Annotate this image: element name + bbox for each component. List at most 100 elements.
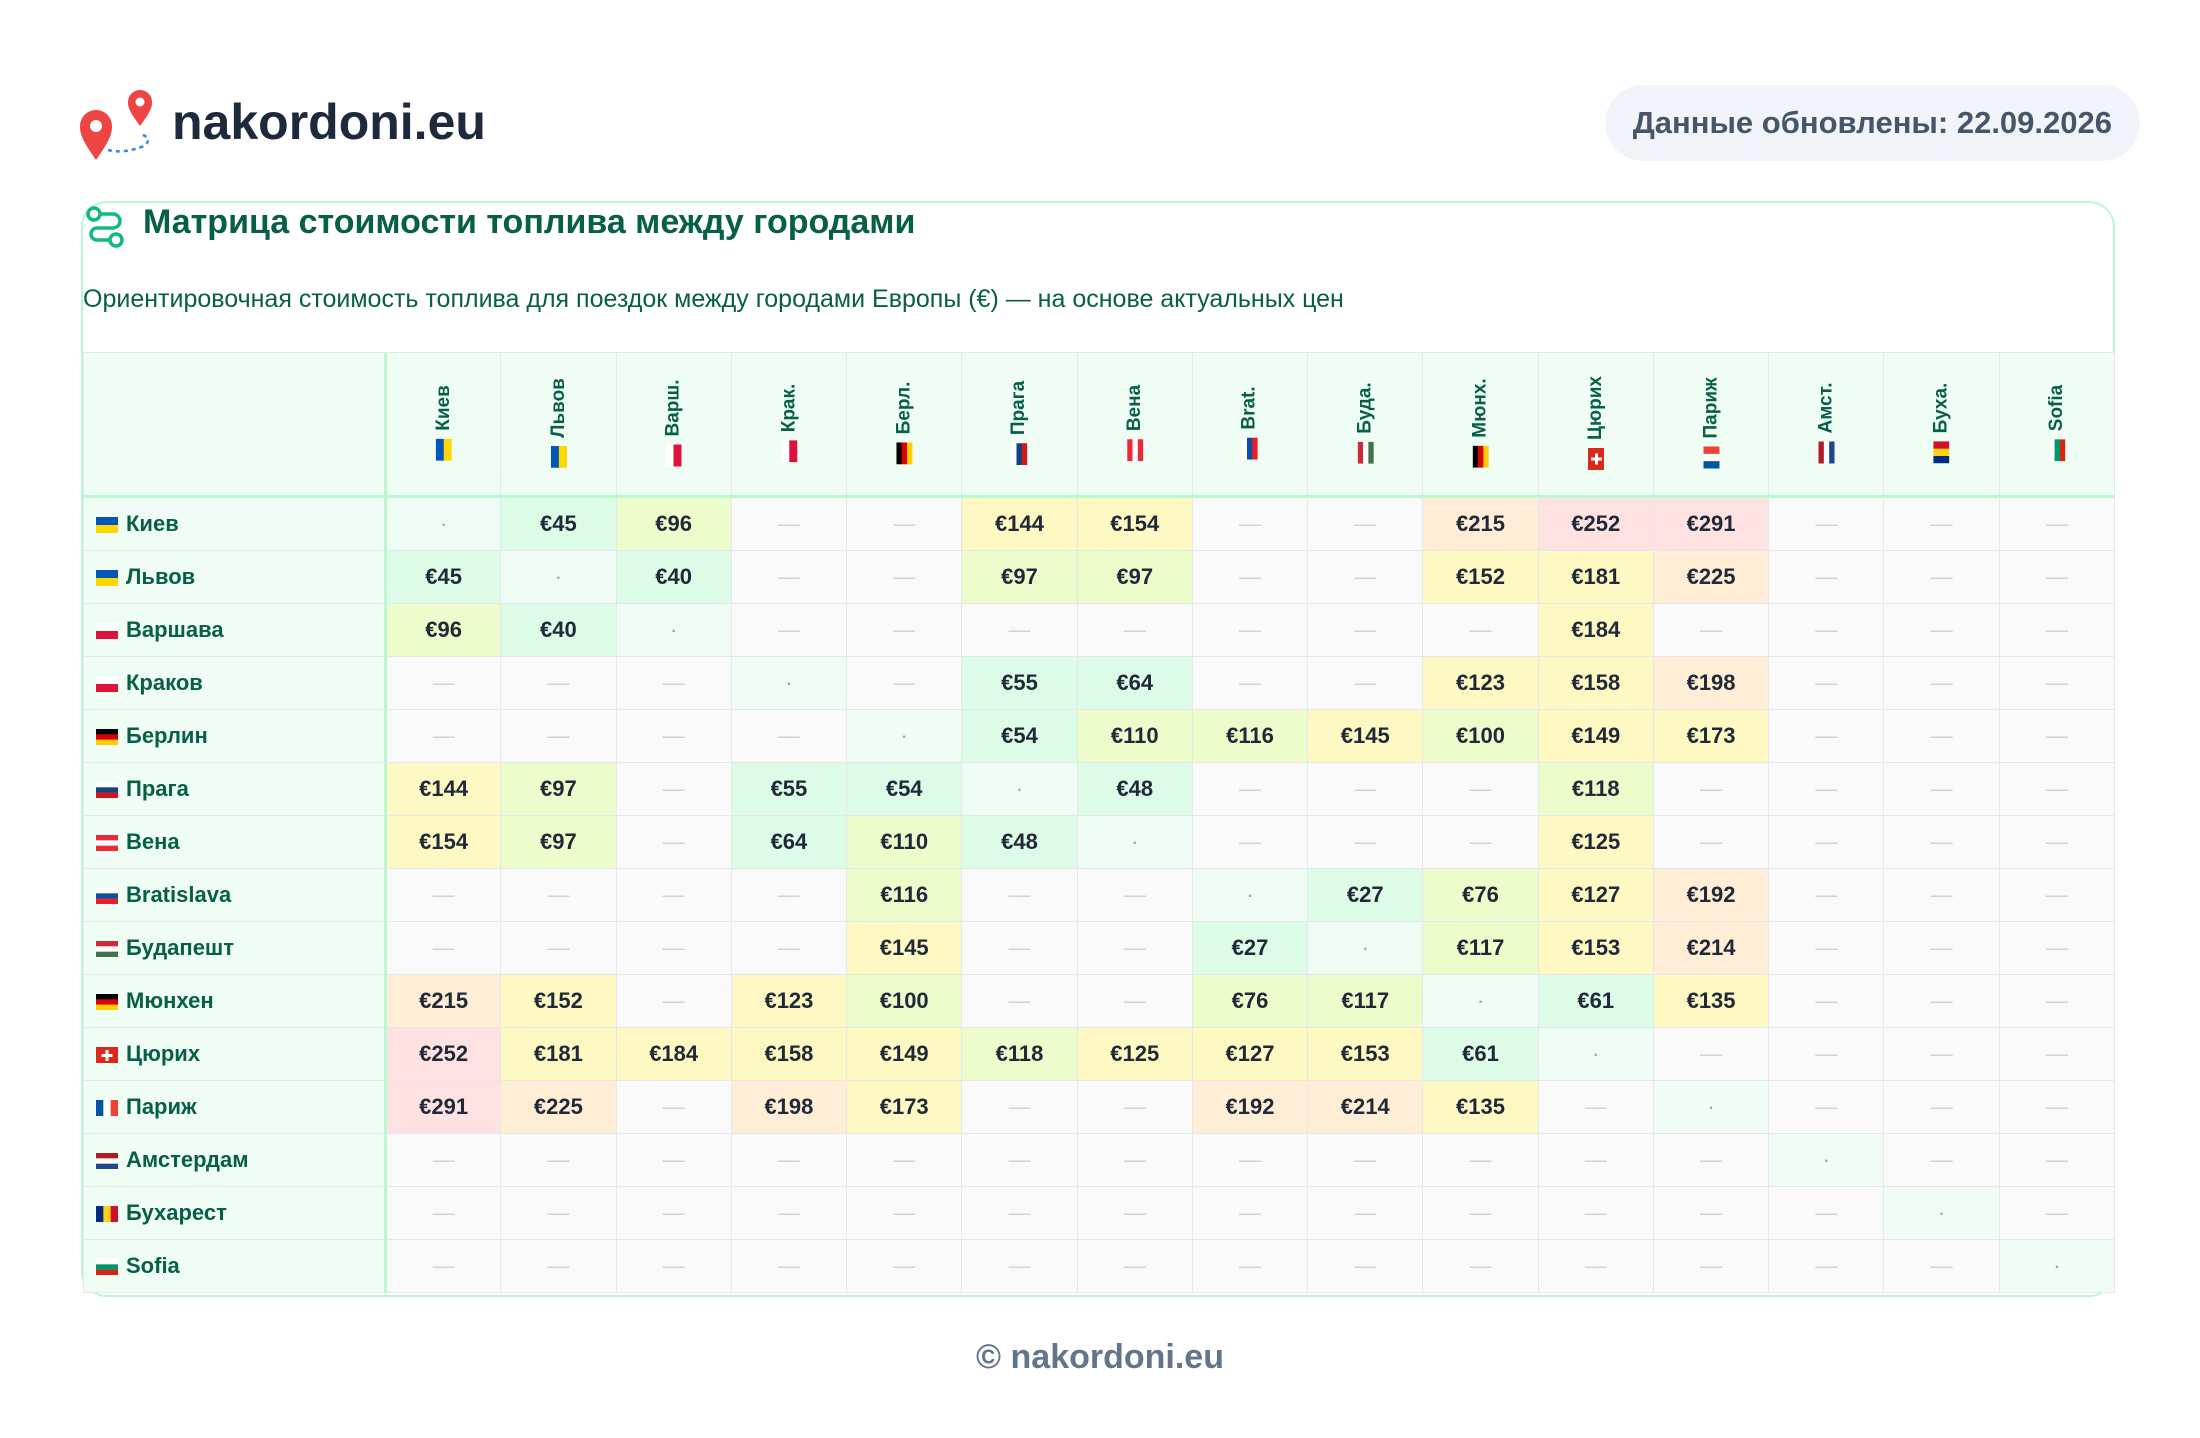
matrix-cell: €97 bbox=[1076, 550, 1193, 604]
matrix-cell: €135 bbox=[1652, 974, 1770, 1028]
matrix-cell: — bbox=[1883, 709, 2000, 763]
matrix-cell: — bbox=[1768, 974, 1885, 1028]
row-label: Будапешт bbox=[126, 935, 235, 960]
matrix-row: Sofia — — — — — — — — — — — — — — · bbox=[83, 1239, 2116, 1293]
matrix-cell: · bbox=[846, 709, 963, 763]
matrix-cell: — bbox=[615, 656, 732, 710]
matrix-cell: — bbox=[1537, 1133, 1654, 1187]
matrix-cell: · bbox=[1998, 1239, 2116, 1293]
matrix-cell: — bbox=[1768, 1080, 1885, 1134]
matrix-cell: €127 bbox=[1537, 868, 1654, 922]
matrix-cell: — bbox=[384, 868, 502, 922]
matrix-cell: — bbox=[730, 868, 848, 922]
column-header-rotated: Sofia bbox=[2046, 385, 2068, 462]
column-header-rotated: Прага bbox=[1008, 381, 1030, 466]
route-icon bbox=[86, 206, 124, 248]
row-header: Краков bbox=[83, 656, 387, 710]
row-header: Киев bbox=[83, 496, 387, 551]
matrix-cell: — bbox=[1883, 762, 2000, 816]
matrix-body: Киев · €45 €96— — €144 €154— — €215 €252 €291— — — Ль… bbox=[83, 496, 2116, 1293]
matrix-cell: — bbox=[1998, 496, 2116, 551]
matrix-cell: €27 bbox=[1191, 921, 1309, 975]
matrix-cell: €144 bbox=[384, 762, 502, 816]
matrix-row: Прага €144 €97— €55 €54 · €48— — — €118— — — — bbox=[83, 762, 2116, 816]
matrix-cell: — bbox=[961, 1186, 1078, 1240]
flag-icon bbox=[96, 729, 118, 746]
flag-icon bbox=[96, 517, 118, 534]
column-header-rotated: Амст. bbox=[1815, 382, 1837, 464]
matrix-cell: — bbox=[1422, 1186, 1539, 1240]
column-header: Киев bbox=[384, 352, 502, 498]
matrix-cell: €45 bbox=[384, 550, 502, 604]
column-header: Париж bbox=[1652, 352, 1770, 498]
card-title: Матрица стоимости топлива между городами bbox=[143, 203, 916, 241]
row-label: Краков bbox=[126, 670, 203, 695]
flag-icon bbox=[1472, 445, 1489, 468]
matrix-cell: — bbox=[1307, 603, 1424, 657]
matrix-cell: — bbox=[1883, 921, 2000, 975]
matrix-cell: — bbox=[846, 603, 963, 657]
column-header: Brat. bbox=[1191, 352, 1309, 498]
logo[interactable]: nakordoni.eu bbox=[78, 82, 486, 162]
matrix-cell: — bbox=[615, 974, 732, 1028]
matrix-cell: €152 bbox=[1422, 550, 1539, 604]
matrix-cell: €123 bbox=[1422, 656, 1539, 710]
column-header: Вена bbox=[1076, 352, 1193, 498]
flag-icon bbox=[96, 1100, 118, 1117]
row-label: Мюнхен bbox=[126, 988, 214, 1013]
matrix-cell: — bbox=[1998, 974, 2116, 1028]
row-header: Sofia bbox=[83, 1239, 387, 1293]
matrix-row: Bratislava — — — — €116— — · €27 €76 €127 €192— — — bbox=[83, 868, 2116, 922]
column-label: Париж bbox=[1700, 377, 1722, 439]
row-label: Амстердам bbox=[126, 1147, 249, 1172]
flag-icon bbox=[96, 994, 118, 1011]
row-label: Sofia bbox=[126, 1253, 180, 1278]
matrix-cell: — bbox=[384, 656, 502, 710]
matrix-cell: — bbox=[1998, 868, 2116, 922]
matrix-cell: — bbox=[1998, 709, 2116, 763]
matrix-cell: — bbox=[1883, 1027, 2000, 1081]
matrix-cell: €55 bbox=[961, 656, 1078, 710]
flag-icon bbox=[896, 442, 913, 465]
matrix-cell: · bbox=[1422, 974, 1539, 1028]
matrix-cell: — bbox=[1998, 762, 2116, 816]
row-label: Варшава bbox=[126, 617, 224, 642]
matrix-cell: — bbox=[500, 868, 617, 922]
matrix-cell: — bbox=[500, 1133, 617, 1187]
matrix-cell: · bbox=[500, 550, 617, 604]
row-header: Варшава bbox=[83, 603, 387, 657]
flag-icon bbox=[1011, 443, 1028, 466]
matrix-cell: €215 bbox=[384, 974, 502, 1028]
matrix-cell: — bbox=[1307, 496, 1424, 551]
column-header: Варш. bbox=[615, 352, 732, 498]
matrix-cell: — bbox=[1307, 1186, 1424, 1240]
matrix-cell: — bbox=[1652, 1027, 1770, 1081]
column-label: Буха. bbox=[1930, 382, 1952, 434]
flag-icon bbox=[2048, 439, 2065, 462]
matrix-cell: €118 bbox=[961, 1027, 1078, 1081]
matrix-cell: €118 bbox=[1537, 762, 1654, 816]
flag-icon bbox=[96, 1206, 118, 1223]
matrix-cell: €181 bbox=[500, 1027, 617, 1081]
row-header: Бухарест bbox=[83, 1186, 387, 1240]
matrix-cell: — bbox=[1998, 1133, 2116, 1187]
matrix-cell: €252 bbox=[384, 1027, 502, 1081]
column-header-rotated: Львов bbox=[547, 378, 569, 468]
row-label: Киев bbox=[126, 511, 179, 536]
matrix-cell: €64 bbox=[1076, 656, 1193, 710]
matrix-cell: €97 bbox=[500, 762, 617, 816]
matrix-cell: €153 bbox=[1537, 921, 1654, 975]
matrix-cell: — bbox=[615, 921, 732, 975]
matrix-cell: — bbox=[1191, 603, 1309, 657]
row-label: Вена bbox=[126, 829, 180, 854]
matrix-cell: €40 bbox=[615, 550, 732, 604]
matrix-cell: — bbox=[1191, 1239, 1309, 1293]
flag-icon bbox=[96, 941, 118, 958]
matrix-cell: · bbox=[1652, 1080, 1770, 1134]
matrix-cell: — bbox=[1883, 1133, 2000, 1187]
column-label: Brat. bbox=[1238, 386, 1260, 430]
column-header-rotated: Берл. bbox=[893, 382, 915, 465]
matrix-cell: €48 bbox=[961, 815, 1078, 869]
row-label: Париж bbox=[126, 1094, 197, 1119]
